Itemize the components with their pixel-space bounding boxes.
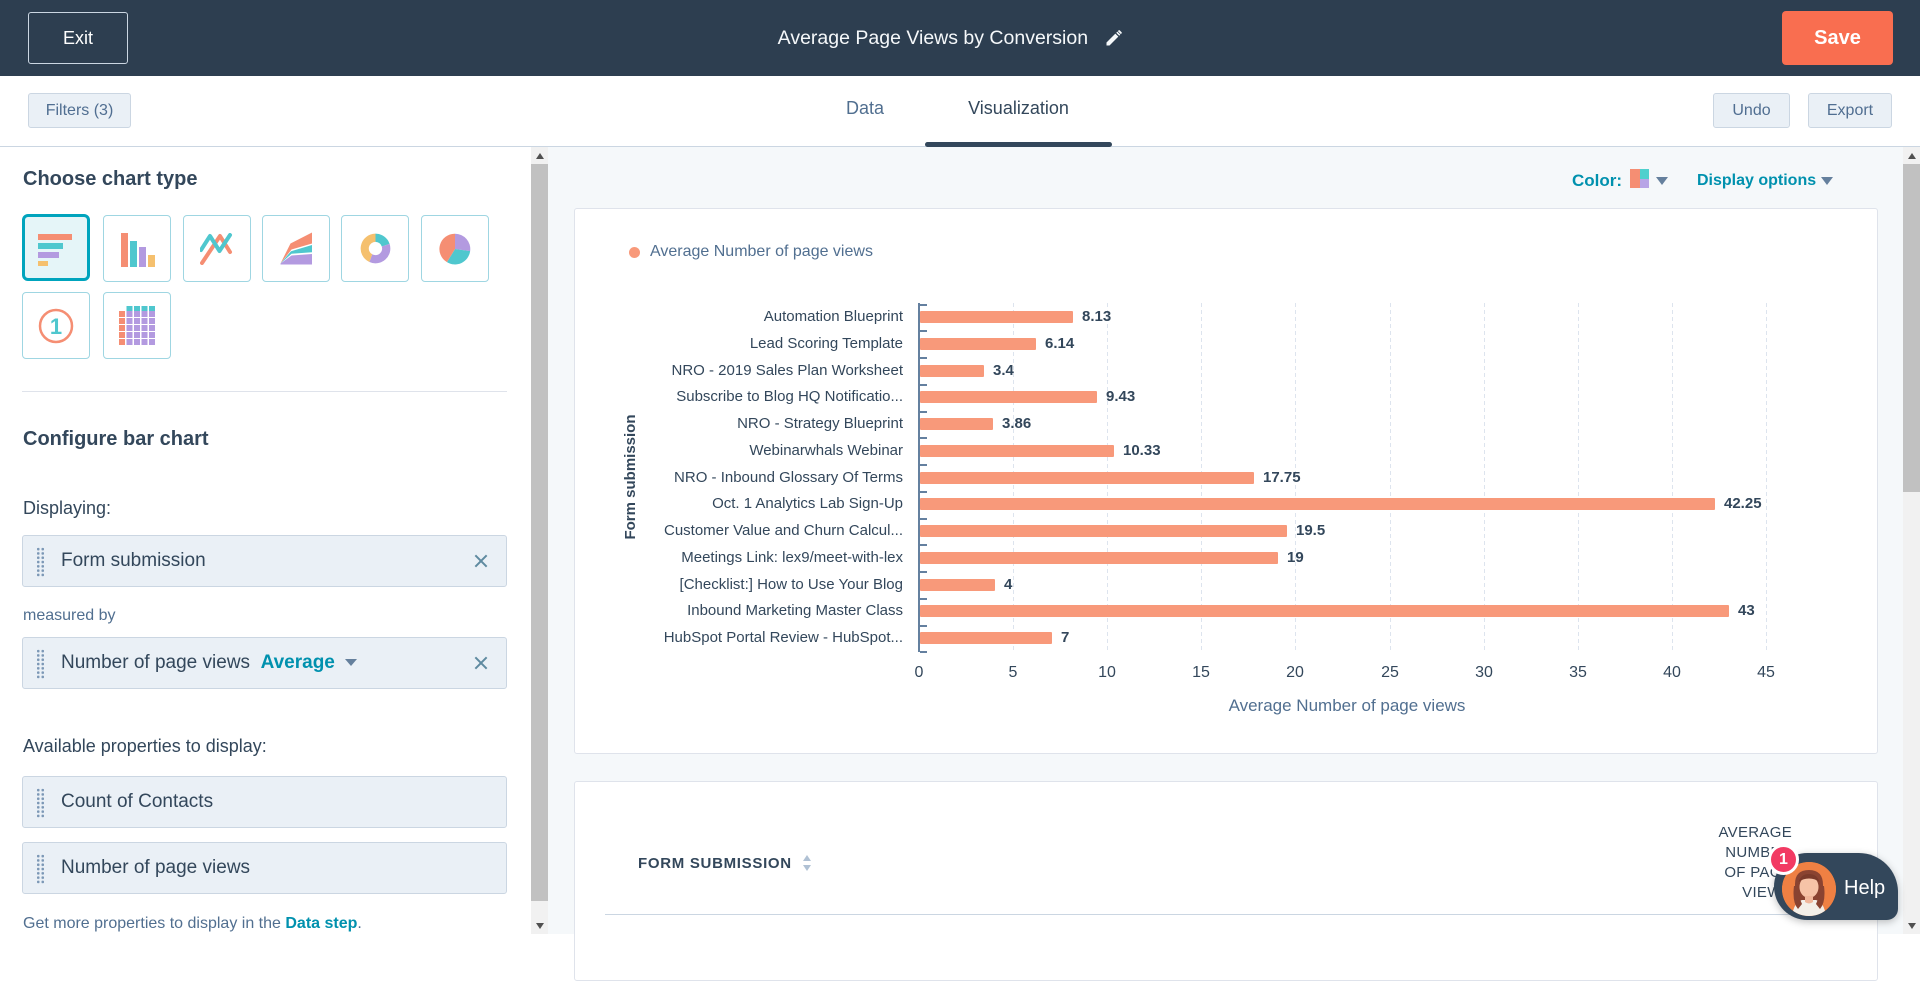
svg-text:1: 1 xyxy=(50,314,62,339)
